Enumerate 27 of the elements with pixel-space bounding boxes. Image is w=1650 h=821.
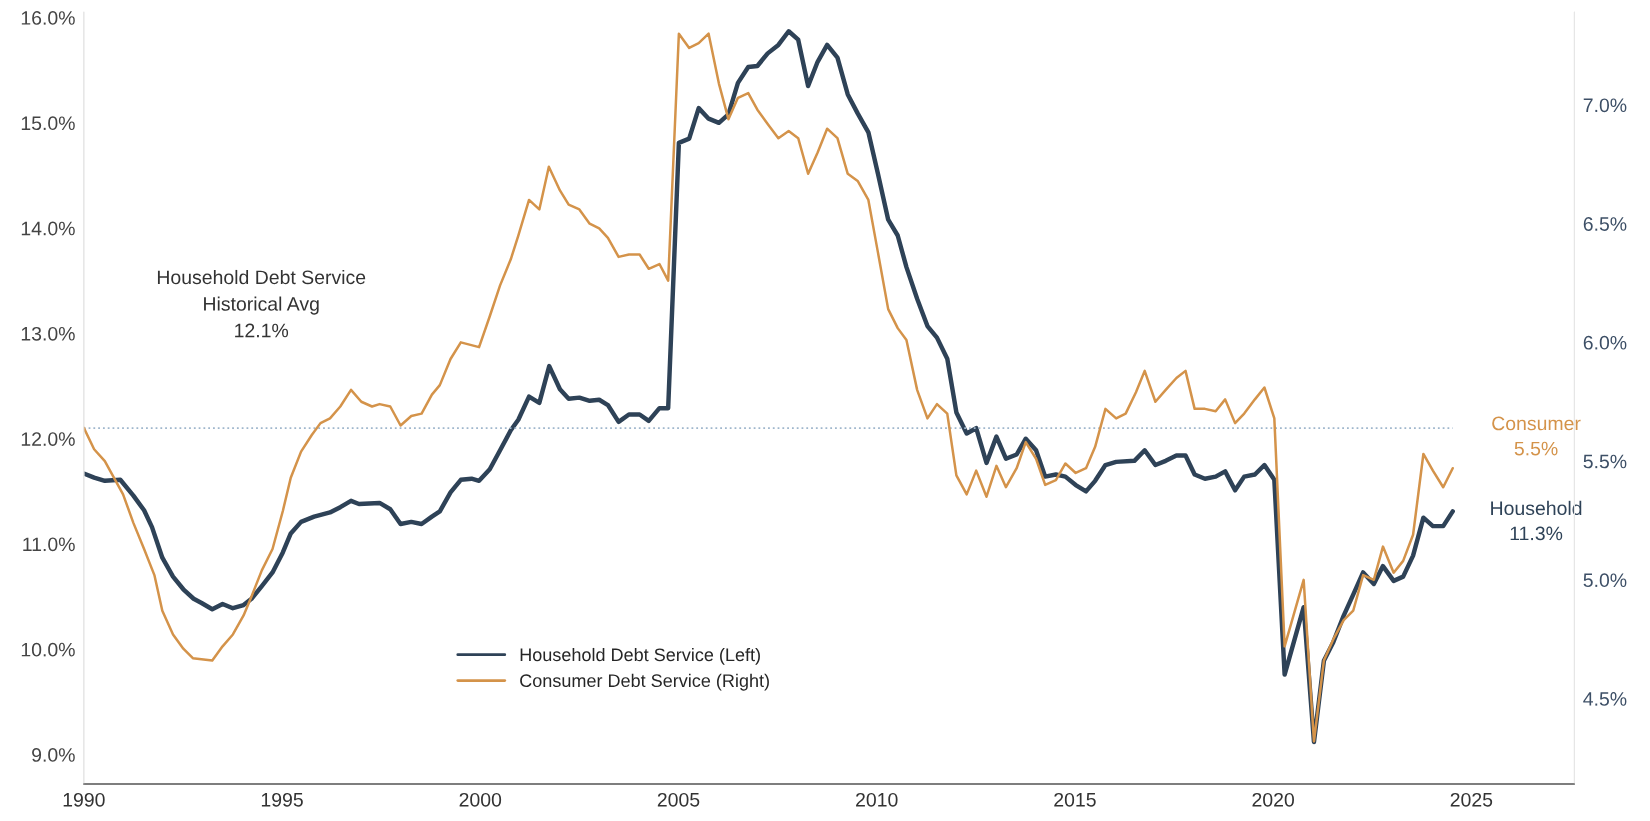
x-tick-label: 2015: [1054, 792, 1096, 807]
y2-tick-label: 5.0%: [1583, 573, 1627, 588]
x-tick-label: 2025: [1450, 792, 1493, 807]
legend-label: Consumer Debt Service (Right): [520, 673, 769, 691]
x-tick-label: 1990: [63, 792, 105, 807]
y-tick-label: 14.0%: [21, 221, 75, 236]
x-tick-label: 2005: [657, 792, 700, 807]
legend-label: Household Debt Service (Left): [520, 647, 760, 665]
y-tick-label: 15.0%: [21, 116, 75, 131]
y2-tick-label: 7.0%: [1583, 98, 1627, 113]
y-tick-label: 11.0%: [23, 537, 75, 552]
y-tick-label: 9.0%: [32, 748, 75, 762]
x-tick-label: 2000: [459, 792, 502, 807]
annotation: Household Debt Service Historical Avg 12.1%: [157, 269, 366, 338]
y2-tick-label: 6.0%: [1583, 335, 1627, 350]
x-tick-label: 1995: [261, 792, 303, 807]
y-tick-label: 12.0%: [21, 432, 75, 446]
x-tick-label: 2010: [856, 792, 898, 807]
x-tick-label: 2020: [1252, 792, 1295, 807]
annotation: Consumer 5.5%: [1492, 416, 1581, 456]
y-tick-label: 13.0%: [21, 326, 75, 341]
y-tick-label: 16.0%: [21, 11, 75, 25]
y2-tick-label: 6.5%: [1583, 217, 1627, 231]
y2-tick-label: 4.5%: [1583, 692, 1627, 706]
y-tick-label: 10.0%: [21, 642, 75, 657]
annotation: Household 11.3%: [1491, 500, 1582, 541]
y2-tick-label: 5.5%: [1583, 454, 1627, 469]
